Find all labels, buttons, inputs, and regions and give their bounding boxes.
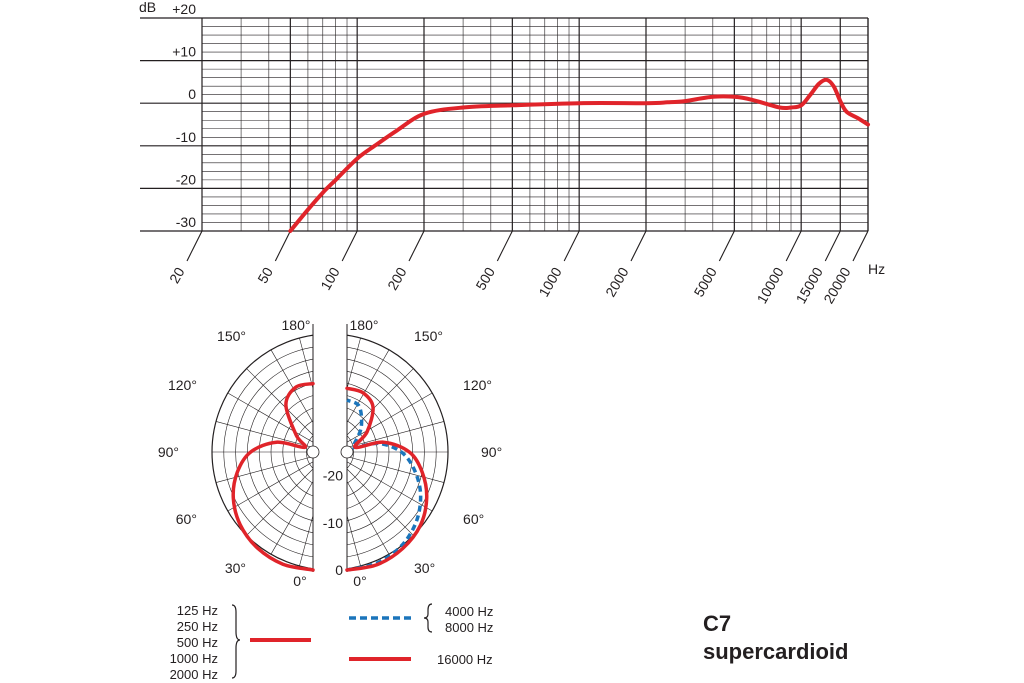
x-axis-label: Hz [868, 261, 885, 277]
x-tick-mark [341, 230, 358, 262]
x-tick-mark [630, 230, 647, 262]
x-tick-label: 20 [166, 264, 188, 286]
polar-db-label: -10 [323, 515, 343, 531]
y-axis-label: dB [139, 0, 156, 15]
model-label: C7 supercardioid [703, 610, 848, 666]
x-tick-mark [824, 230, 841, 262]
legend-brace [423, 603, 433, 633]
pickup-pattern: supercardioid [703, 639, 849, 664]
polar-angle-label: 90° [158, 444, 179, 460]
legend-label-4000hz: 4000 Hz [445, 604, 494, 619]
polar-grid [211, 322, 449, 582]
legend-label-125hz: 125 Hz [176, 603, 218, 618]
legend-brace [231, 604, 241, 679]
x-tick-mark [408, 230, 425, 262]
polar-angle-label: 120° [168, 377, 197, 393]
legend-label-16000hz: 16000 Hz [437, 652, 493, 667]
x-tick-label: 50 [254, 264, 276, 286]
y-tick-label: 0 [188, 86, 196, 102]
y-tick-label: -30 [176, 214, 196, 230]
legend-label-8000hz: 8000 Hz [445, 620, 494, 635]
polar-angle-label: 150° [217, 328, 246, 344]
x-tick-mark [186, 230, 203, 262]
x-tick-label: 500 [472, 264, 498, 292]
x-tick-mark [718, 230, 735, 262]
frequency-response-curve [288, 77, 870, 233]
x-tick-mark [563, 230, 580, 262]
polar-angle-label: 0° [353, 573, 366, 589]
gap-hub [340, 445, 354, 459]
polar-angle-label: 120° [463, 377, 492, 393]
polar-db-label: -20 [323, 468, 343, 484]
y-tick-label: -10 [176, 129, 196, 145]
polar-angle-label: 30° [225, 560, 246, 576]
x-tick-mark [496, 230, 513, 262]
x-tick-mark [785, 230, 802, 262]
polar-pattern-chart: 0° 0° 30° 30° 60° 60° 90° 90° 120° 120° 150° 150° 18… [158, 317, 502, 589]
y-tick-label: +20 [172, 1, 196, 17]
polar-angle-label: 150° [414, 328, 443, 344]
polar-curve [346, 398, 423, 572]
legend-label-1000hz: 1000 Hz [169, 651, 218, 666]
polar-angle-label: 180° [350, 317, 379, 333]
polar-curve [231, 381, 315, 572]
polar-angle-label: 60° [176, 511, 197, 527]
x-tick-label: 15000 [793, 264, 826, 306]
polar-curves [231, 381, 429, 572]
x-tick-label: 20000 [820, 264, 853, 306]
legend-label-500hz: 500 Hz [176, 635, 218, 650]
polar-curve [345, 386, 429, 572]
polar-angle-label: 60° [463, 511, 484, 527]
x-tick-label: 200 [384, 264, 410, 292]
polar-angle-label: 30° [414, 560, 435, 576]
polar-angle-label: 0° [293, 573, 306, 589]
x-tick-label: 100 [317, 264, 343, 292]
frequency-response-chart: +20 +10 0 -10 -20 -30 20 50 100 200 500 1000 2000 500… [139, 0, 885, 306]
polar-angle-label: 90° [481, 444, 502, 460]
polar-tick-labels: 0° 0° 30° 30° 60° 60° 90° 90° 120° 120° 150° 150° 18… [158, 317, 502, 589]
y-tick-label: +10 [172, 44, 196, 60]
legend-label-250hz: 250 Hz [176, 619, 218, 634]
legend-marks [231, 603, 433, 679]
frequency-grid [140, 17, 869, 232]
legend-group1: 125 Hz 250 Hz 500 Hz 1000 Hz 2000 Hz [150, 603, 218, 683]
legend-group2: 4000 Hz 8000 Hz [445, 604, 515, 636]
model-name: C7 [703, 611, 732, 636]
y-tick-label: -20 [176, 171, 196, 187]
polar-db-label: 0 [335, 562, 343, 578]
x-tick-mark [852, 230, 869, 262]
x-tick-mark [274, 230, 291, 262]
x-tick-label: 5000 [691, 264, 721, 299]
legend-label-2000hz: 2000 Hz [169, 667, 218, 682]
frequency-tick-labels: +20 +10 0 -10 -20 -30 20 50 100 200 500 1000 2000 500… [166, 1, 869, 306]
x-tick-label: 10000 [753, 264, 786, 306]
polar-angle-label: 180° [282, 317, 311, 333]
x-tick-label: 2000 [602, 264, 632, 299]
gap-hub [306, 445, 320, 459]
x-tick-label: 1000 [535, 264, 565, 299]
